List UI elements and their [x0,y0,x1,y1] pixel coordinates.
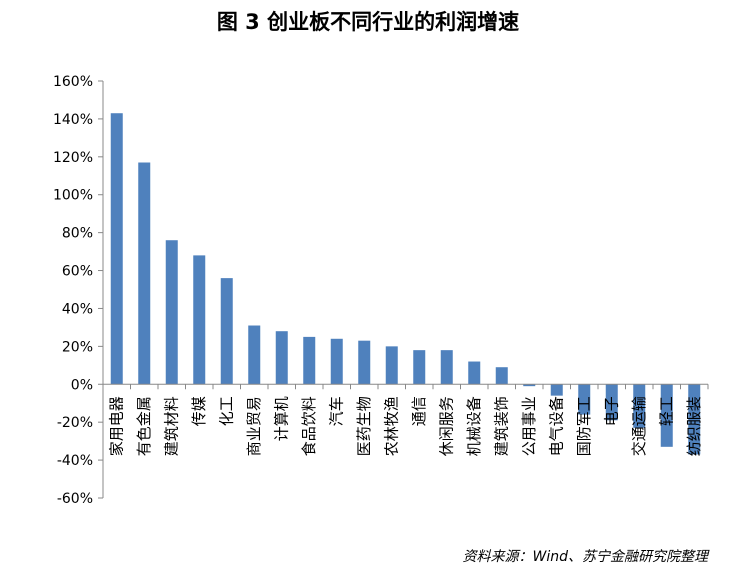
bar [550,384,563,396]
bar [193,255,206,385]
bar [413,350,426,385]
x-category-label: 通信 [410,396,428,426]
y-tick-label: 20% [62,339,93,355]
y-tick-label: -40% [57,453,93,469]
x-category-label: 化工 [218,396,236,426]
bar [275,331,288,385]
labels-layer: 家用电器 有色金属 建筑材料 传媒 化工 商业贸易 计算机 食品饮料 汽车 医药生物 农林牧渔 通信休… [108,396,704,456]
bar [220,278,233,385]
bar [468,361,481,385]
chart-title: 图 3 创业板不同行业的利润增速 [216,10,520,34]
x-category-label: 机械设备 [465,396,483,456]
bar [605,384,618,421]
x-category-label: 汽车 [328,396,346,426]
y-tick-label: 80% [62,226,93,242]
x-category-label: 电子 [603,396,621,426]
ticks-layer: 160% 140% 120% 100% 80% 60% 40% 20% 0% -20% -40% -6… [53,74,709,507]
bar [358,340,371,385]
bar [688,384,701,455]
x-category-label: 食品饮料 [300,396,318,456]
x-category-label: 农林牧渔 [383,396,401,456]
bar [303,336,316,385]
y-tick-label: 0% [71,377,93,393]
x-category-label: 轻工 [658,396,676,426]
x-category-label: 有色金属 [135,396,153,456]
bar [248,325,261,385]
y-tick-label: 40% [62,301,93,317]
y-tick-label: -20% [57,415,93,431]
y-tick-label: 100% [53,188,93,204]
bar [578,384,591,415]
x-category-label: 公用事业 [520,396,538,456]
x-category-label: 商业贸易 [245,396,263,456]
x-category-label: 传媒 [190,396,208,426]
y-tick-label: 140% [53,112,93,128]
x-category-label: 建筑材料 [163,396,181,456]
bars-layer [110,113,701,455]
bar [440,350,453,385]
x-category-label: 休闲服务 [438,396,456,456]
bar [633,384,646,428]
y-tick-label: 120% [53,150,93,166]
x-category-label: 计算机 [273,396,291,441]
source-note: 资料来源：Wind、苏宁金融研究院整理 [462,549,709,565]
y-tick-label: 160% [53,74,93,90]
x-category-label: 建筑装饰 [493,396,511,456]
bar [495,367,508,385]
bar [523,384,536,387]
x-category-label: 电气设备 [548,396,566,456]
y-tick-label: 60% [62,264,93,280]
bar [330,338,343,385]
bar [165,240,178,385]
bar [138,162,151,385]
x-category-label: 国防军工 [575,396,593,456]
x-category-label: 交通运输 [630,396,648,456]
bar [385,346,398,385]
bar [110,113,123,385]
x-category-label: 医药生物 [355,396,373,456]
bar [660,384,673,447]
x-category-label: 纺织服装 [685,396,703,456]
y-tick-label: -60% [57,491,93,507]
x-category-label: 家用电器 [108,396,126,456]
